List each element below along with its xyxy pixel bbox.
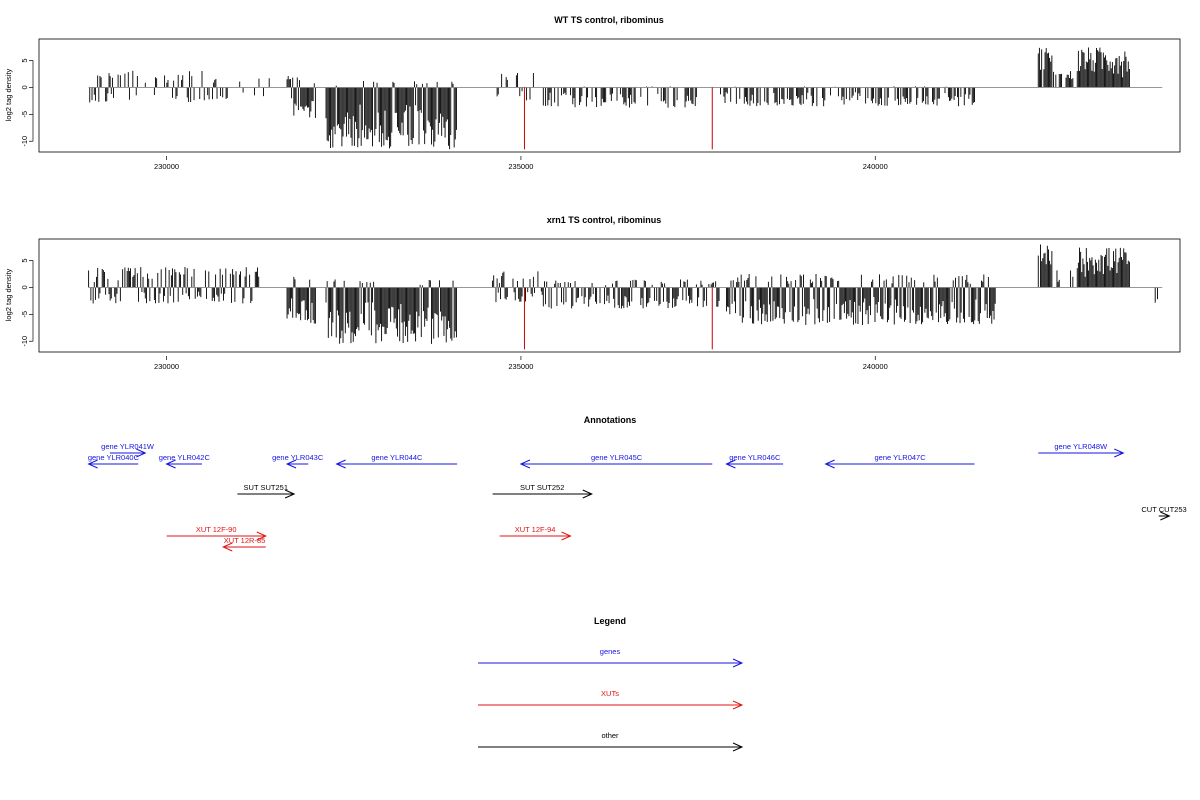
feature-label: XUT 12R-85 — [224, 536, 266, 545]
y-tick-label: 0 — [20, 85, 29, 89]
arrow-head — [732, 742, 744, 752]
chart-title: xrn1 TS control, ribominus — [547, 215, 662, 225]
feature-arrow: gene YLR047C — [824, 453, 975, 469]
feature-label: gene YLR043C — [272, 453, 324, 462]
feature-arrow: gene YLR045C — [519, 453, 713, 469]
arrow-head — [256, 531, 268, 541]
arrow-head — [284, 489, 296, 499]
feature-arrow: gene YLR042C — [159, 453, 211, 469]
feature-label: SUT SUT251 — [244, 483, 288, 492]
feature-arrow: gene YLR043C — [272, 453, 324, 469]
feature-label: XUT 12F-94 — [515, 525, 556, 534]
y-tick-label: -10 — [20, 336, 29, 347]
feature-label: CUT CUT253 — [1141, 505, 1186, 514]
feature-label: gene YLR047C — [874, 453, 926, 462]
y-tick-label: 5 — [20, 58, 29, 62]
plot-frame — [38, 38, 1181, 153]
arrow-head — [136, 448, 147, 458]
feature-arrow: gene YLR048W — [1038, 442, 1125, 458]
x-axis-ticks: 230000 235000 240000 — [154, 156, 888, 171]
legend-item: XUTs — [478, 689, 744, 710]
arrow-head — [165, 459, 176, 469]
density-bars — [89, 47, 1130, 150]
y-tick-label: 0 — [20, 285, 29, 289]
y-axis-label: log2 tag density — [4, 268, 13, 321]
arrow-head — [561, 531, 572, 541]
arrow-head — [732, 700, 744, 710]
feature-label: SUT SUT252 — [520, 483, 564, 492]
arrow-head — [1160, 511, 1171, 521]
arrow-head — [335, 459, 346, 469]
feature-arrows: gene YLR040C gene YLR041W gene YLR042C gene… — [87, 442, 1187, 552]
feature-arrow: gene YLR040C — [87, 453, 140, 469]
feature-label: gene YLR046C — [729, 453, 781, 462]
feature-arrow: SUT SUT252 — [492, 483, 594, 499]
arrow-head — [222, 542, 233, 552]
x-tick-label: 240000 — [863, 162, 888, 171]
y-tick-label: -5 — [20, 111, 29, 118]
feature-arrow: XUT 12R-85 — [222, 536, 266, 552]
x-tick-label: 230000 — [154, 362, 179, 371]
feature-label: gene YLR042C — [159, 453, 211, 462]
feature-arrow: XUT 12F-90 — [166, 525, 268, 541]
y-axis-ticks: -10 -5 0 5 — [20, 58, 34, 147]
y-tick-label: 5 — [20, 258, 29, 262]
arrow-head — [285, 459, 297, 469]
feature-label: gene YLR040C — [88, 453, 140, 462]
feature-arrow: SUT SUT251 — [237, 483, 296, 499]
y-axis-label: log2 tag density — [4, 68, 13, 121]
x-tick-label: 235000 — [508, 362, 533, 371]
y-tick-label: -10 — [20, 136, 29, 147]
plot-frame — [38, 238, 1181, 353]
feature-arrow: gene YLR046C — [725, 453, 784, 469]
legend-panel: Legend genes XUTs other — [478, 616, 744, 752]
arrow-head — [824, 459, 835, 469]
legend-label: XUTs — [601, 689, 619, 698]
legend-item: genes — [478, 647, 744, 668]
arrow-head — [87, 459, 98, 469]
feature-label: gene YLR044C — [371, 453, 423, 462]
legend-item: other — [478, 731, 744, 752]
y-axis-ticks: -10 -5 0 5 — [20, 258, 34, 347]
y-tick-label: -5 — [20, 311, 29, 318]
density-bars — [88, 244, 1158, 344]
feature-arrow: XUT 12F-94 — [499, 525, 572, 541]
feature-arrow: gene YLR044C — [335, 453, 458, 469]
arrow-head — [582, 489, 594, 499]
xrn1-density-panel: xrn1 TS control, ribominus log2 tag dens… — [4, 215, 1181, 371]
feature-label: gene YLR041W — [101, 442, 155, 451]
x-tick-label: 230000 — [154, 162, 179, 171]
legend-label: genes — [600, 647, 621, 656]
arrow-head — [1114, 448, 1125, 458]
arrow-head — [732, 658, 744, 668]
feature-arrow: CUT CUT253 — [1141, 505, 1187, 521]
feature-label: XUT 12F-90 — [196, 525, 237, 534]
x-axis-ticks: 230000 235000 240000 — [154, 356, 888, 371]
legend-title: Legend — [594, 616, 626, 626]
arrow-head — [519, 459, 531, 469]
feature-label: gene YLR048W — [1054, 442, 1108, 451]
feature-arrow: gene YLR041W — [101, 442, 155, 458]
chart-title: WT TS control, ribominus — [554, 15, 664, 25]
x-tick-label: 235000 — [508, 162, 533, 171]
x-tick-label: 240000 — [863, 362, 888, 371]
annotations-title: Annotations — [584, 415, 637, 425]
legend-label: other — [601, 731, 619, 740]
arrow-head — [725, 459, 736, 469]
wt-density-panel: WT TS control, ribominus log2 tag densit… — [4, 15, 1181, 171]
feature-label: gene YLR045C — [591, 453, 643, 462]
legend-items: genes XUTs other — [478, 647, 744, 752]
